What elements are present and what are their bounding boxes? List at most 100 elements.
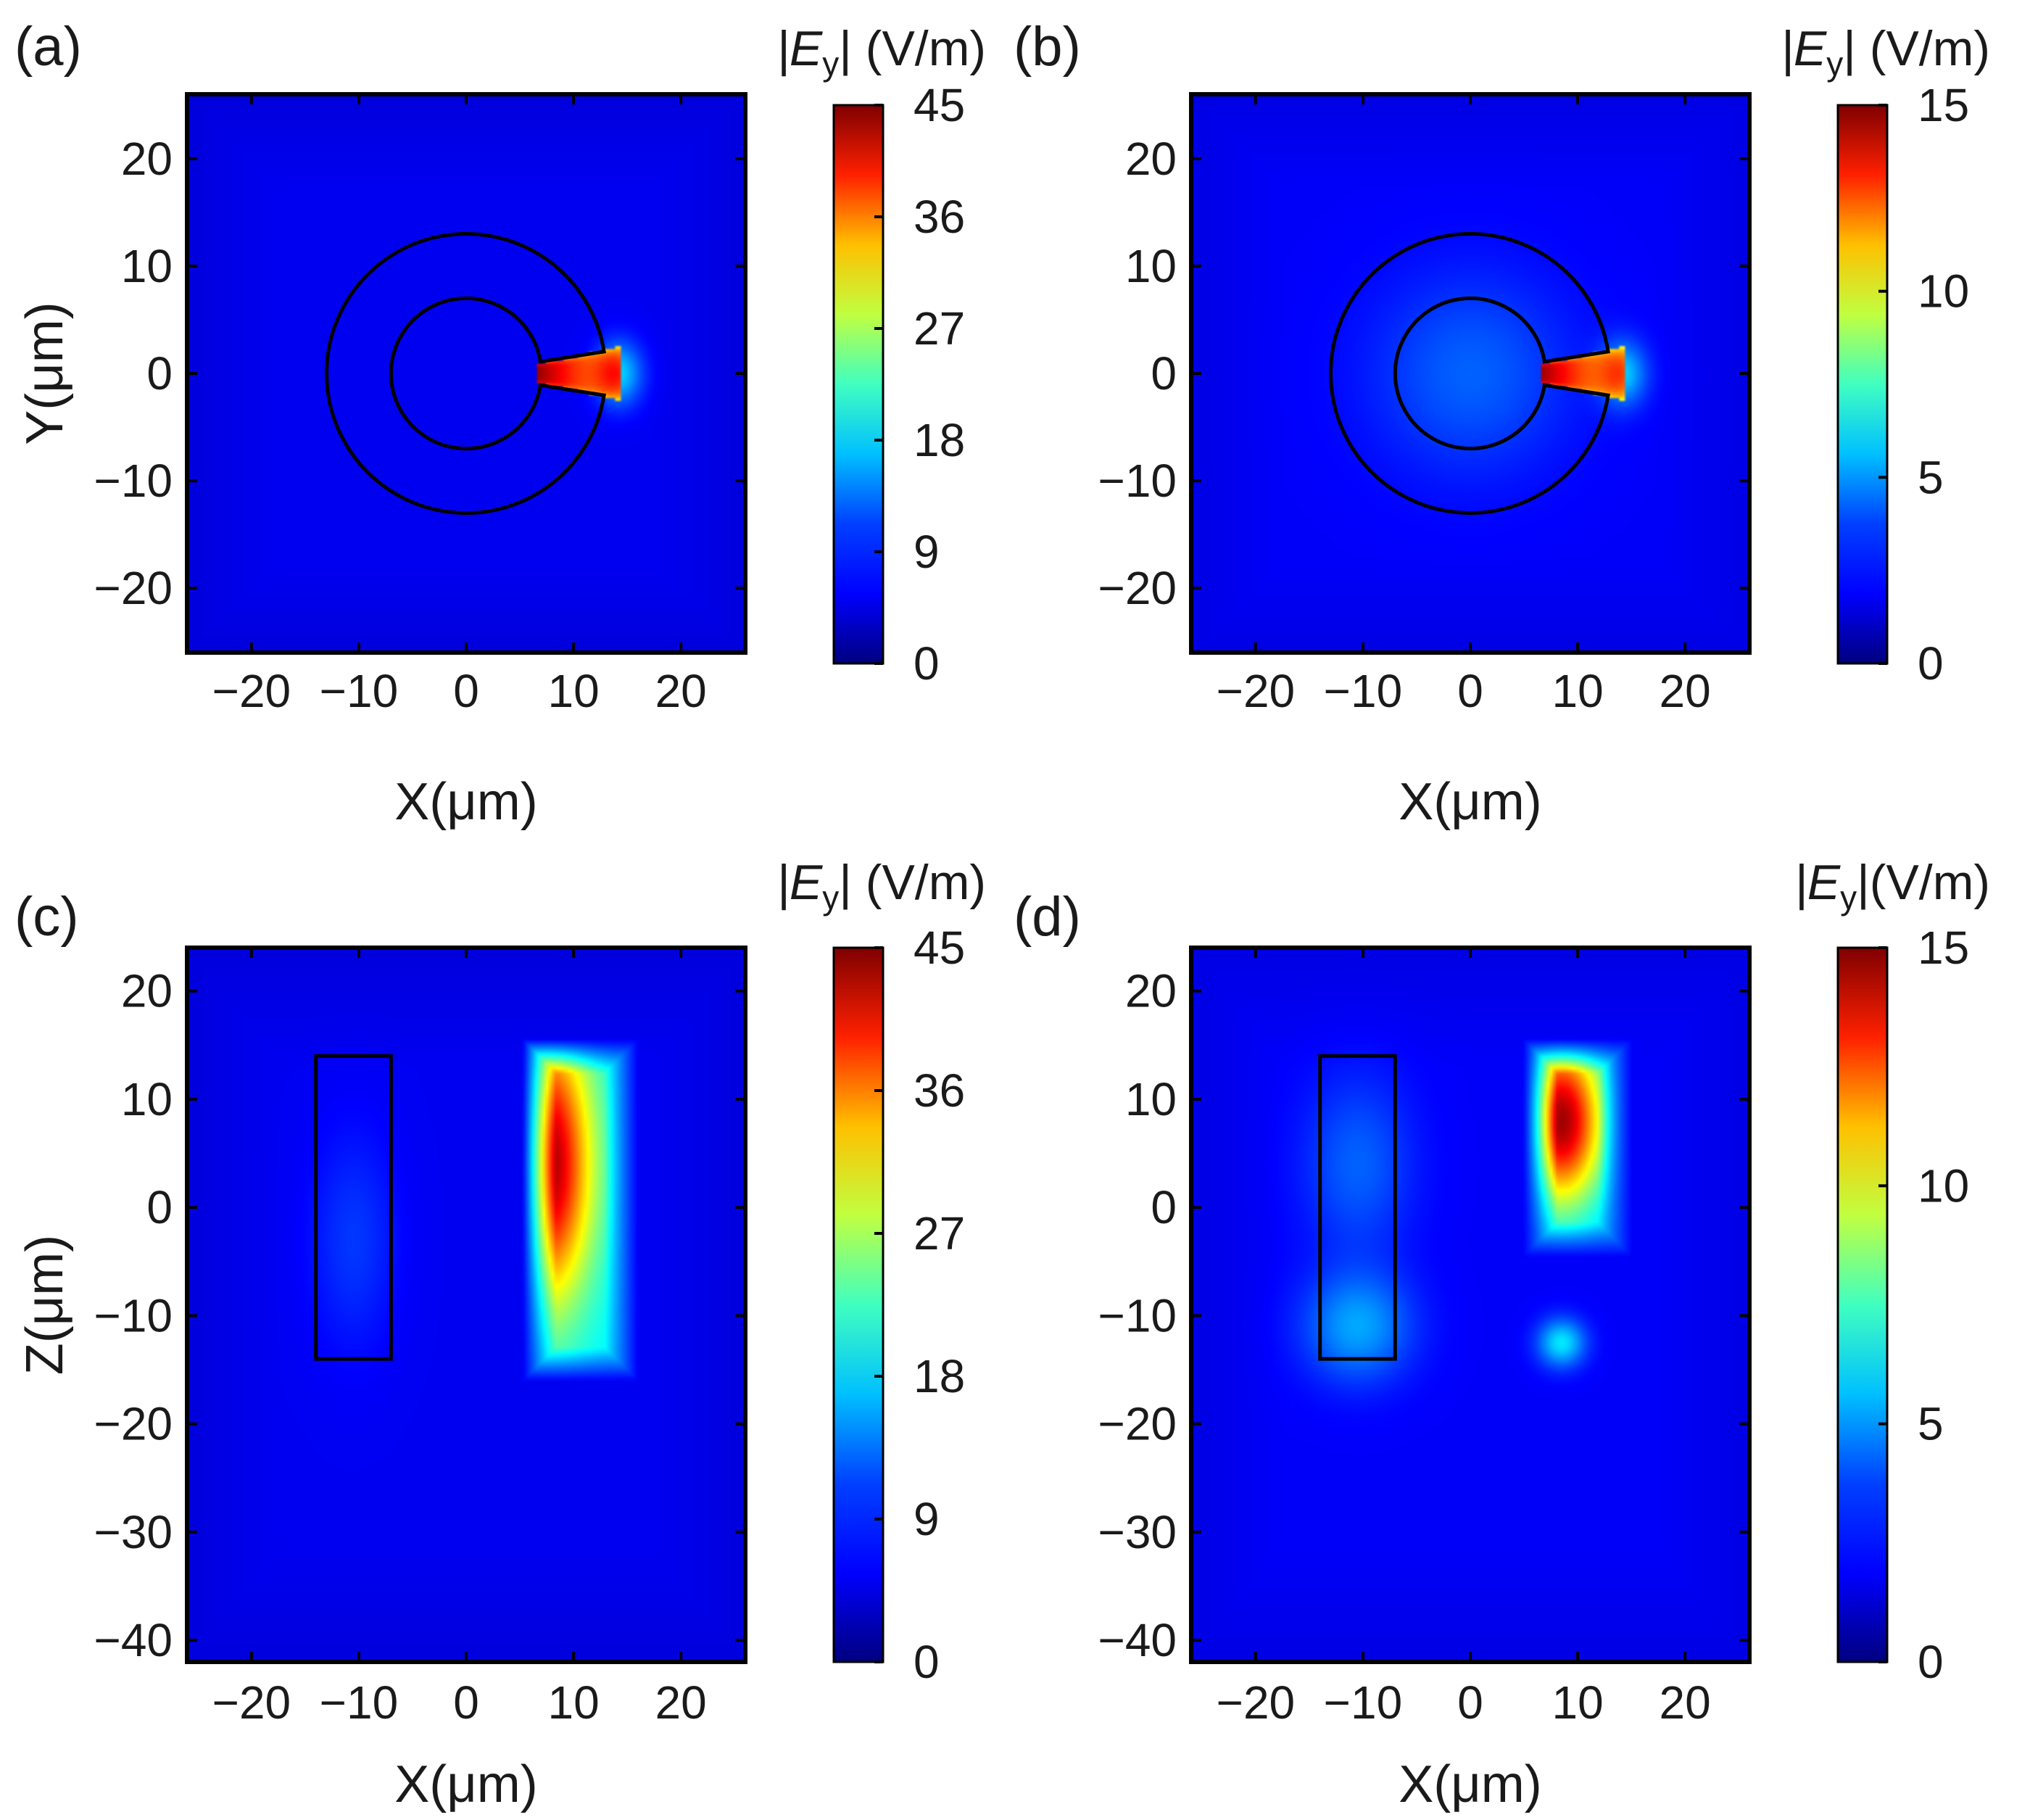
y-tick-label: 10: [121, 1073, 173, 1125]
split-ring-outline: [325, 232, 606, 515]
colorbar-tick-label: 9: [914, 1493, 940, 1545]
x-tick-label: 0: [1457, 1676, 1483, 1729]
colorbar-tick-label: 0: [914, 637, 940, 690]
colorbar-tick-label: 36: [914, 1064, 965, 1117]
x-tick-label: 10: [547, 665, 599, 717]
y-tick-label: −20: [1098, 562, 1177, 614]
y-axis-label: Y(μm): [16, 302, 74, 444]
x-tick-label: 0: [1457, 665, 1483, 717]
colorbar-tick-label: 0: [1918, 637, 1944, 690]
colorbar-tick-label: 15: [1918, 79, 1969, 131]
x-axis-label: X(μm): [394, 1755, 537, 1813]
colorbar-title-quantity: |E: [776, 855, 823, 910]
y-tick-label: −10: [1098, 455, 1177, 507]
colorbar-title-unit: | (V/m): [839, 855, 986, 910]
y-tick-label: −30: [1098, 1506, 1177, 1558]
y-tick-label: 0: [1151, 347, 1177, 400]
y-tick-label: 20: [121, 965, 173, 1017]
colorbar-tick-label: 0: [1918, 1636, 1944, 1688]
y-tick-label: −10: [94, 455, 173, 507]
colorbar-tick-label: 18: [914, 1350, 965, 1402]
colorbar-tick-label: 9: [914, 526, 940, 578]
y-tick-label: −40: [94, 1614, 173, 1666]
y-tick-label: 0: [146, 1181, 173, 1233]
x-tick-label: −20: [1217, 1676, 1296, 1729]
colorbar-title-subscript: y: [1840, 879, 1857, 917]
colorbar-title-quantity: |E: [1781, 21, 1827, 76]
colorbar: [832, 946, 884, 1663]
colorbar-tick-label: 27: [914, 302, 965, 355]
x-tick-label: 10: [547, 1676, 599, 1729]
y-tick-label: 20: [1125, 133, 1177, 185]
y-tick-label: −10: [94, 1289, 173, 1341]
colorbar-title: |Ey| (V/m): [776, 21, 986, 83]
x-tick-label: −10: [1324, 665, 1403, 717]
x-tick-label: 10: [1552, 665, 1603, 717]
colorbar-tick-label: 5: [1918, 451, 1944, 503]
colorbar-title: |Ey| (V/m): [1781, 21, 1990, 83]
x-tick-label: 20: [655, 665, 707, 717]
y-tick-label: 0: [146, 347, 173, 400]
rod-outline: [314, 1054, 393, 1361]
panel-a: −20 −10 0 10 20 20 10 0 −10 −20 X(μm) Y(μm) (a) 0 9 18 2…: [14, 16, 986, 831]
split-ring-outline: [1329, 232, 1610, 515]
x-tick-label: 0: [453, 1676, 479, 1729]
colorbar: [832, 104, 884, 665]
colorbar-title-subscript: y: [1826, 45, 1843, 83]
colorbar: [1836, 104, 1889, 665]
y-tick-label: 20: [121, 133, 173, 185]
panel-label: (c): [14, 886, 79, 948]
y-tick-label: 20: [1125, 965, 1177, 1017]
colorbar-title: |Ey|(V/m): [1794, 855, 1990, 917]
x-tick-label: 20: [655, 1676, 707, 1729]
x-tick-label: −10: [1324, 1676, 1403, 1729]
y-tick-label: 10: [1125, 1073, 1177, 1125]
x-tick-label: −10: [320, 665, 399, 717]
colorbar-tick-label: 45: [914, 922, 965, 974]
colorbar-tick-label: 0: [914, 1636, 940, 1688]
y-tick-label: −20: [1098, 1398, 1177, 1450]
colorbar-title-unit: | (V/m): [1843, 21, 1990, 76]
colorbar-tick-label: 18: [914, 414, 965, 466]
panel-b: −20 −10 0 10 2020100−10−20X(μm)(b)051015|Ey|…: [1014, 16, 1990, 831]
colorbar-title: |Ey| (V/m): [776, 855, 986, 917]
y-tick-label: 10: [1125, 240, 1177, 292]
colorbar-title-unit: | (V/m): [839, 21, 986, 76]
colorbar-title-quantity: |E: [1794, 855, 1841, 910]
x-tick-label: 20: [1660, 1676, 1711, 1729]
x-tick-label: −20: [212, 665, 291, 717]
heatmap-field: [187, 948, 745, 1662]
x-tick-label: −20: [1217, 665, 1296, 717]
panel-d: −20 −10 0 10 20 20 10 0 −10 −20 −30 −40 X(μm) (d) 0 5 10…: [1014, 855, 1990, 1813]
x-tick-label: −20: [212, 1676, 291, 1729]
colorbar-tick-label: 36: [914, 191, 965, 243]
colorbar-title-subscript: y: [822, 45, 839, 83]
y-tick-label: −10: [1098, 1289, 1177, 1341]
x-tick-label: 10: [1552, 1676, 1603, 1729]
y-axis-label: Z(μm): [16, 1235, 74, 1375]
panel-c: −20 −10 0 10 20 20 10 0 −10 −20 −30 −40 X(μm) Z(μm) (c…: [14, 855, 986, 1813]
heatmap-field: [1191, 94, 1749, 653]
y-tick-label: 0: [1151, 1181, 1177, 1233]
colorbar-title-quantity: |E: [776, 21, 823, 76]
colorbar-title-unit: |(V/m): [1857, 855, 1990, 910]
colorbar-tick-label: 10: [1918, 265, 1969, 318]
x-axis-label: X(μm): [1399, 1755, 1541, 1813]
y-tick-label: 10: [121, 240, 173, 292]
y-tick-label: −20: [94, 1398, 173, 1450]
heatmap-field: [187, 94, 745, 653]
y-tick-label: −30: [94, 1506, 173, 1558]
colorbar-tick-label: 45: [914, 79, 965, 131]
panel-label: (d): [1014, 886, 1081, 948]
colorbar-tick-label: 15: [1918, 922, 1969, 974]
colorbar-tick-label: 5: [1918, 1398, 1944, 1450]
x-tick-label: −10: [320, 1676, 399, 1729]
x-tick-label: 0: [453, 665, 479, 717]
colorbar-title-subscript: y: [822, 879, 839, 917]
rod-outline: [1318, 1054, 1397, 1361]
x-tick-label: 20: [1660, 665, 1711, 717]
heatmap-field: [1191, 948, 1749, 1662]
y-tick-label: −40: [1098, 1614, 1177, 1666]
colorbar-tick-label: 10: [1918, 1159, 1969, 1212]
